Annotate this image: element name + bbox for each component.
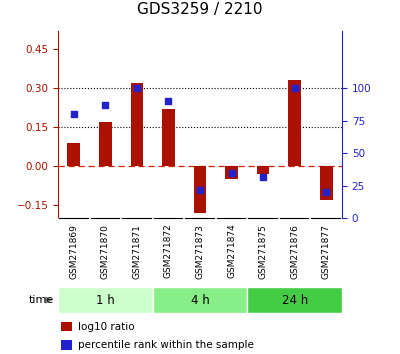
Bar [320, 166, 332, 200]
Bar [257, 166, 270, 174]
Text: GSM271869: GSM271869 [69, 224, 78, 279]
Point [323, 189, 330, 195]
Point [102, 102, 108, 108]
Point [134, 85, 140, 91]
Bar [153, 287, 247, 313]
Text: GSM271873: GSM271873 [196, 224, 204, 279]
Point [70, 112, 77, 117]
Text: GSM271876: GSM271876 [290, 224, 299, 279]
Bar [162, 109, 175, 166]
Text: GSM271871: GSM271871 [132, 224, 141, 279]
Bar [68, 143, 80, 166]
Text: 24 h: 24 h [282, 293, 308, 307]
Text: GSM271875: GSM271875 [259, 224, 268, 279]
Text: 1 h: 1 h [96, 293, 115, 307]
Text: GDS3259 / 2210: GDS3259 / 2210 [137, 2, 263, 17]
Point [260, 174, 266, 179]
Text: GSM271872: GSM271872 [164, 224, 173, 278]
Point [228, 170, 235, 176]
Point [197, 187, 203, 193]
Bar [61, 341, 72, 350]
Text: 4 h: 4 h [191, 293, 209, 307]
Bar [61, 322, 72, 331]
Bar [194, 166, 206, 213]
Bar [99, 122, 112, 166]
Bar [225, 166, 238, 179]
Point [292, 85, 298, 91]
Bar [247, 287, 342, 313]
Bar [58, 287, 153, 313]
Text: GSM271877: GSM271877 [322, 224, 331, 279]
Text: time: time [29, 295, 54, 305]
Text: GSM271874: GSM271874 [227, 224, 236, 278]
Bar [130, 83, 143, 166]
Text: log10 ratio: log10 ratio [78, 322, 134, 332]
Point [165, 98, 172, 104]
Bar [288, 80, 301, 166]
Text: percentile rank within the sample: percentile rank within the sample [78, 341, 254, 350]
Text: GSM271870: GSM271870 [101, 224, 110, 279]
